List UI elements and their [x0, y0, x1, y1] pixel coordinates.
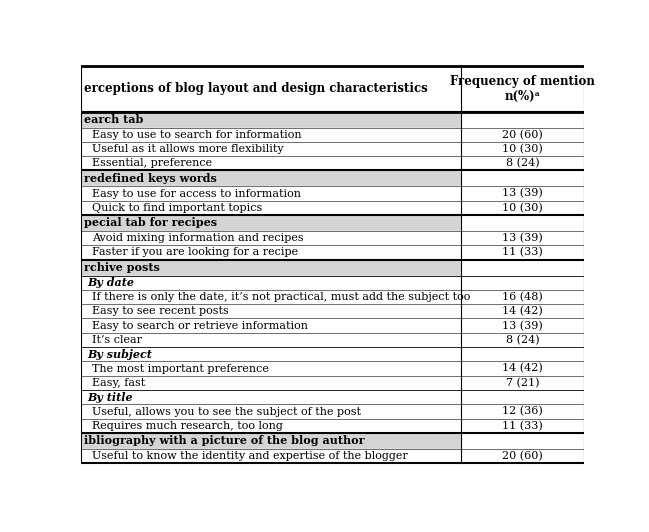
Text: 14 (42): 14 (42)	[502, 306, 543, 317]
Text: Easy to use for access to information: Easy to use for access to information	[92, 188, 301, 198]
Bar	[461, 112, 584, 128]
Text: Easy to search or retrieve information: Easy to search or retrieve information	[92, 321, 308, 330]
Bar	[461, 215, 584, 231]
Text: 10 (30): 10 (30)	[502, 203, 543, 213]
Text: 7 (21): 7 (21)	[506, 378, 539, 388]
Bar	[81, 319, 584, 333]
Text: 8 (24): 8 (24)	[506, 335, 539, 345]
Text: 12 (36): 12 (36)	[502, 406, 543, 417]
Text: Easy, fast: Easy, fast	[92, 378, 145, 388]
Bar	[81, 361, 584, 376]
Text: 14 (42): 14 (42)	[502, 363, 543, 374]
Text: Frequency of mention: Frequency of mention	[450, 75, 595, 88]
Text: pecial tab for recipes: pecial tab for recipes	[84, 218, 217, 229]
Bar	[81, 390, 584, 404]
Bar	[81, 215, 461, 231]
Text: Useful to know the identity and expertise of the blogger: Useful to know the identity and expertis…	[92, 451, 408, 461]
Text: Faster if you are looking for a recipe: Faster if you are looking for a recipe	[92, 247, 299, 257]
Text: ibliography with a picture of the blog author: ibliography with a picture of the blog a…	[84, 436, 364, 446]
Text: Useful, allows you to see the subject of the post: Useful, allows you to see the subject of…	[92, 406, 361, 417]
Text: If there is only the date, it’s not practical, must add the subject too: If there is only the date, it’s not prac…	[92, 292, 471, 302]
Bar	[81, 433, 461, 449]
Bar	[81, 142, 584, 156]
Text: The most important preference: The most important preference	[92, 363, 269, 373]
Text: By title: By title	[87, 392, 133, 403]
Text: By date: By date	[87, 277, 134, 288]
Bar	[461, 260, 584, 276]
Text: 8 (24): 8 (24)	[506, 158, 539, 169]
Bar	[81, 112, 461, 128]
Bar	[461, 170, 584, 186]
Text: Essential, preference: Essential, preference	[92, 159, 212, 168]
Bar	[81, 260, 461, 276]
Text: 13 (39): 13 (39)	[502, 188, 543, 199]
Text: 10 (30): 10 (30)	[502, 144, 543, 154]
Text: 20 (60): 20 (60)	[502, 130, 543, 140]
Text: 13 (39): 13 (39)	[502, 233, 543, 243]
Text: 11 (33): 11 (33)	[502, 421, 543, 431]
Bar	[81, 201, 584, 215]
Text: n(%)ᵃ: n(%)ᵃ	[504, 89, 541, 103]
Bar	[81, 156, 584, 170]
Text: 13 (39): 13 (39)	[502, 320, 543, 331]
Bar	[81, 128, 584, 142]
Text: 11 (33): 11 (33)	[502, 247, 543, 257]
Text: It’s clear: It’s clear	[92, 335, 142, 345]
Bar	[81, 333, 584, 347]
Bar	[81, 290, 584, 304]
Text: Requires much research, too long: Requires much research, too long	[92, 421, 283, 431]
Bar	[461, 433, 584, 449]
Text: Easy to use to search for information: Easy to use to search for information	[92, 130, 302, 140]
Bar	[81, 376, 584, 390]
Bar	[81, 231, 584, 245]
Bar	[81, 419, 584, 433]
Text: redefined keys words: redefined keys words	[84, 173, 217, 184]
Text: rchive posts: rchive posts	[84, 262, 160, 273]
Bar	[81, 347, 584, 361]
Text: Easy to see recent posts: Easy to see recent posts	[92, 306, 229, 317]
Bar	[81, 170, 461, 186]
Text: Useful as it allows more flexibility: Useful as it allows more flexibility	[92, 144, 284, 154]
Bar	[81, 245, 584, 260]
Bar	[81, 186, 584, 201]
Text: Quick to find important topics: Quick to find important topics	[92, 203, 262, 213]
Text: By subject: By subject	[87, 349, 152, 360]
Bar	[81, 304, 584, 319]
Bar	[81, 276, 584, 290]
Bar	[81, 449, 584, 463]
Text: 20 (60): 20 (60)	[502, 451, 543, 461]
Text: 16 (48): 16 (48)	[502, 292, 543, 302]
Text: erceptions of blog layout and design characteristics: erceptions of blog layout and design cha…	[84, 82, 428, 95]
Text: Avoid mixing information and recipes: Avoid mixing information and recipes	[92, 233, 304, 243]
Bar	[81, 404, 584, 419]
Text: earch tab: earch tab	[84, 114, 143, 125]
